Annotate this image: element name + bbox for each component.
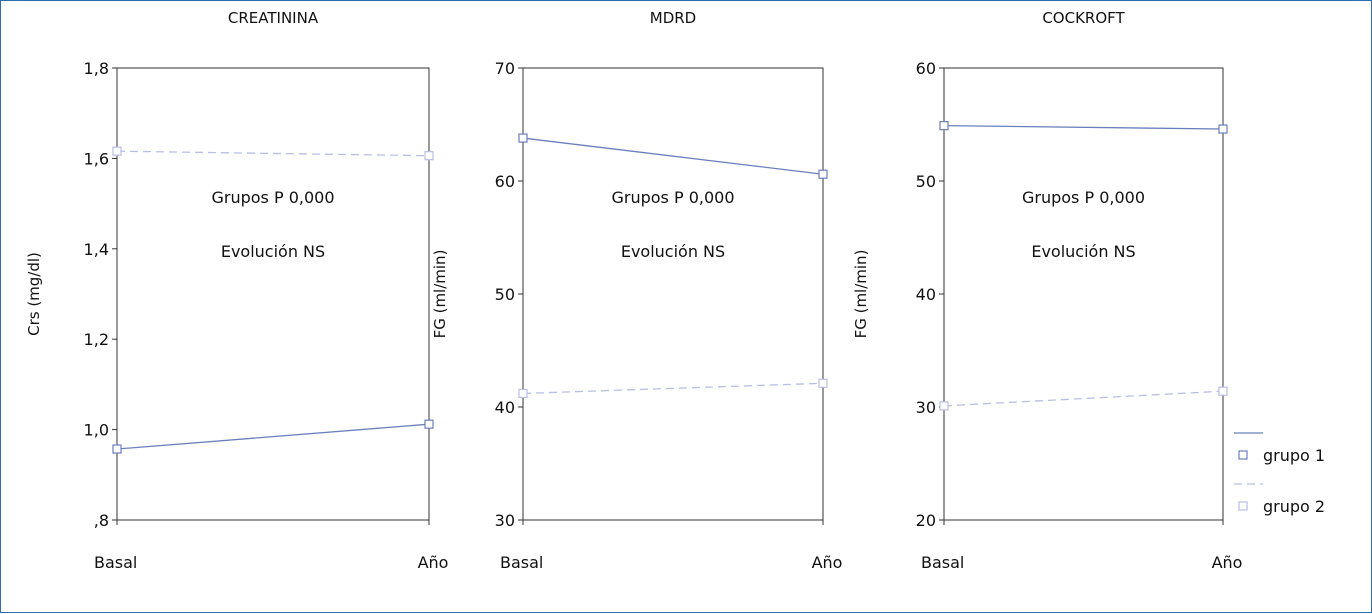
x-tick-label: Basal xyxy=(94,553,137,572)
data-point-series-1 xyxy=(818,169,828,179)
y-axis-label: FG (ml/min) xyxy=(431,250,449,339)
plot-area xyxy=(943,67,1224,521)
chart-panel-3: COCKROFT 20 30 40 50 60 FG (ml/min) Basal Año Gru… xyxy=(852,9,1242,572)
y-axis-label: FG (ml/min) xyxy=(852,250,870,339)
chart-annotation: Evolución NS xyxy=(221,242,325,261)
legend-marker-1 xyxy=(1238,450,1248,460)
y-tick-label: 1,0 xyxy=(84,421,109,440)
chart-panel-2: MDRD 30 40 50 60 70 FG (ml/min) Basal Año Grupos … xyxy=(431,9,842,572)
chart-title: CREATININA xyxy=(228,9,319,27)
data-point-series-2 xyxy=(939,401,949,411)
data-point-series-2 xyxy=(424,151,434,161)
data-point-series-1 xyxy=(1218,124,1228,134)
y-tick-label: 50 xyxy=(495,285,515,304)
y-tick-label: 20 xyxy=(916,511,936,530)
chart-annotation: Grupos P 0,000 xyxy=(211,188,334,207)
x-tick-label: Basal xyxy=(921,553,964,572)
plot-area xyxy=(116,67,430,521)
y-tick-label: 30 xyxy=(916,398,936,417)
series-line-2 xyxy=(943,390,1224,407)
legend-marker-2 xyxy=(1238,501,1248,511)
chart-title: MDRD xyxy=(650,9,696,27)
data-point-series-1 xyxy=(424,419,434,429)
y-tick-label: 40 xyxy=(916,285,936,304)
legend-label-1: grupo 1 xyxy=(1263,446,1325,465)
y-tick-label: 30 xyxy=(495,511,515,530)
chart-annotation: Grupos P 0,000 xyxy=(1022,188,1145,207)
data-point-series-2 xyxy=(818,378,828,388)
y-tick-label: 60 xyxy=(916,59,936,78)
y-tick-label: 60 xyxy=(495,172,515,191)
series-line-2 xyxy=(522,382,824,395)
data-point-series-1 xyxy=(518,133,528,143)
y-tick-label: ,8 xyxy=(94,511,109,530)
y-tick-label: 70 xyxy=(495,59,515,78)
y-tick-label: 50 xyxy=(916,172,936,191)
y-tick-label: 1,2 xyxy=(84,330,109,349)
data-point-series-2 xyxy=(1218,386,1228,396)
series-line-1 xyxy=(522,137,824,175)
y-tick-label: 1,4 xyxy=(84,240,109,259)
legend: grupo 1 grupo 2 xyxy=(1234,432,1325,516)
y-tick-label: 40 xyxy=(495,398,515,417)
x-tick-label: Año xyxy=(1212,553,1243,572)
y-tick-label: 1,6 xyxy=(84,149,109,168)
y-tick-label: 1,8 xyxy=(84,59,109,78)
series-line-1 xyxy=(116,423,430,450)
plot-area xyxy=(522,67,824,521)
chart-annotation: Evolución NS xyxy=(621,242,725,261)
series-line-1 xyxy=(943,124,1224,130)
chart-annotation: Evolución NS xyxy=(1031,242,1135,261)
chart-annotation: Grupos P 0,000 xyxy=(611,188,734,207)
y-axis-label: Crs (mg/dl) xyxy=(25,252,43,336)
chart-title: COCKROFT xyxy=(1042,9,1125,27)
chart-panel-1: CREATININA ,8 1,0 1,2 1,4 1,6 1,8 Crs (mg/dl) Ba… xyxy=(25,9,448,572)
legend-label-2: grupo 2 xyxy=(1263,497,1325,516)
data-point-series-1 xyxy=(939,121,949,131)
x-tick-label: Año xyxy=(418,553,449,572)
x-tick-label: Basal xyxy=(500,553,543,572)
data-point-series-1 xyxy=(112,444,122,454)
data-point-series-2 xyxy=(518,388,528,399)
x-tick-label: Año xyxy=(812,553,843,572)
series-line-2 xyxy=(116,150,430,157)
data-point-series-2 xyxy=(112,146,122,156)
